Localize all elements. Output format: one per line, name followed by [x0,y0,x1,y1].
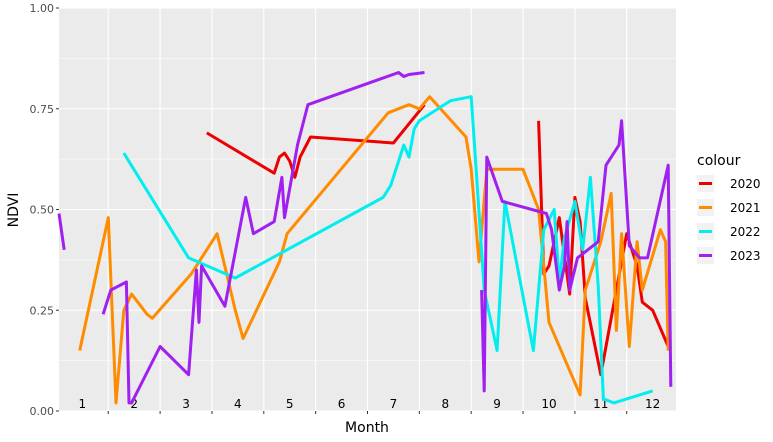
x-axis [107,411,628,414]
month-label: 5 [286,397,294,411]
y-tick-label: 0.25 [30,304,55,317]
month-label: 6 [338,397,346,411]
legend-label-2022: 2022 [730,225,761,239]
legend-label-2023: 2023 [730,249,761,263]
y-tick-label: 1.00 [30,2,55,15]
legend-label-2020: 2020 [730,177,761,191]
series-line-2023 [57,71,673,405]
month-label: 3 [182,397,190,411]
month-label: 4 [234,397,242,411]
y-tick-label: 0.50 [30,204,55,217]
series-lines [57,71,673,405]
y-tick-label: 0.75 [30,103,55,116]
month-label: 10 [541,397,556,411]
month-label: 1 [79,397,87,411]
month-label: 7 [390,397,398,411]
legend: colour 2020 2021 2022 2023 [697,153,761,264]
month-label: 9 [493,397,501,411]
series-line-2021 [78,95,670,405]
month-label: 2 [130,397,138,411]
series-line-2022 [122,95,654,405]
y-axis-title: NDVI [6,193,22,228]
y-axis: 0.00 0.25 0.50 0.75 1.00 [30,2,59,418]
month-label: 12 [645,397,660,411]
y-tick-label: 0.00 [30,405,55,418]
x-axis-title: Month [345,420,389,436]
legend-label-2021: 2021 [730,201,761,215]
legend-items: 2020 2021 2022 2023 [697,175,761,264]
legend-title: colour [697,153,741,169]
month-label: 8 [441,397,449,411]
month-labels: 1 2 3 4 5 6 7 8 9 10 11 12 [79,397,661,411]
